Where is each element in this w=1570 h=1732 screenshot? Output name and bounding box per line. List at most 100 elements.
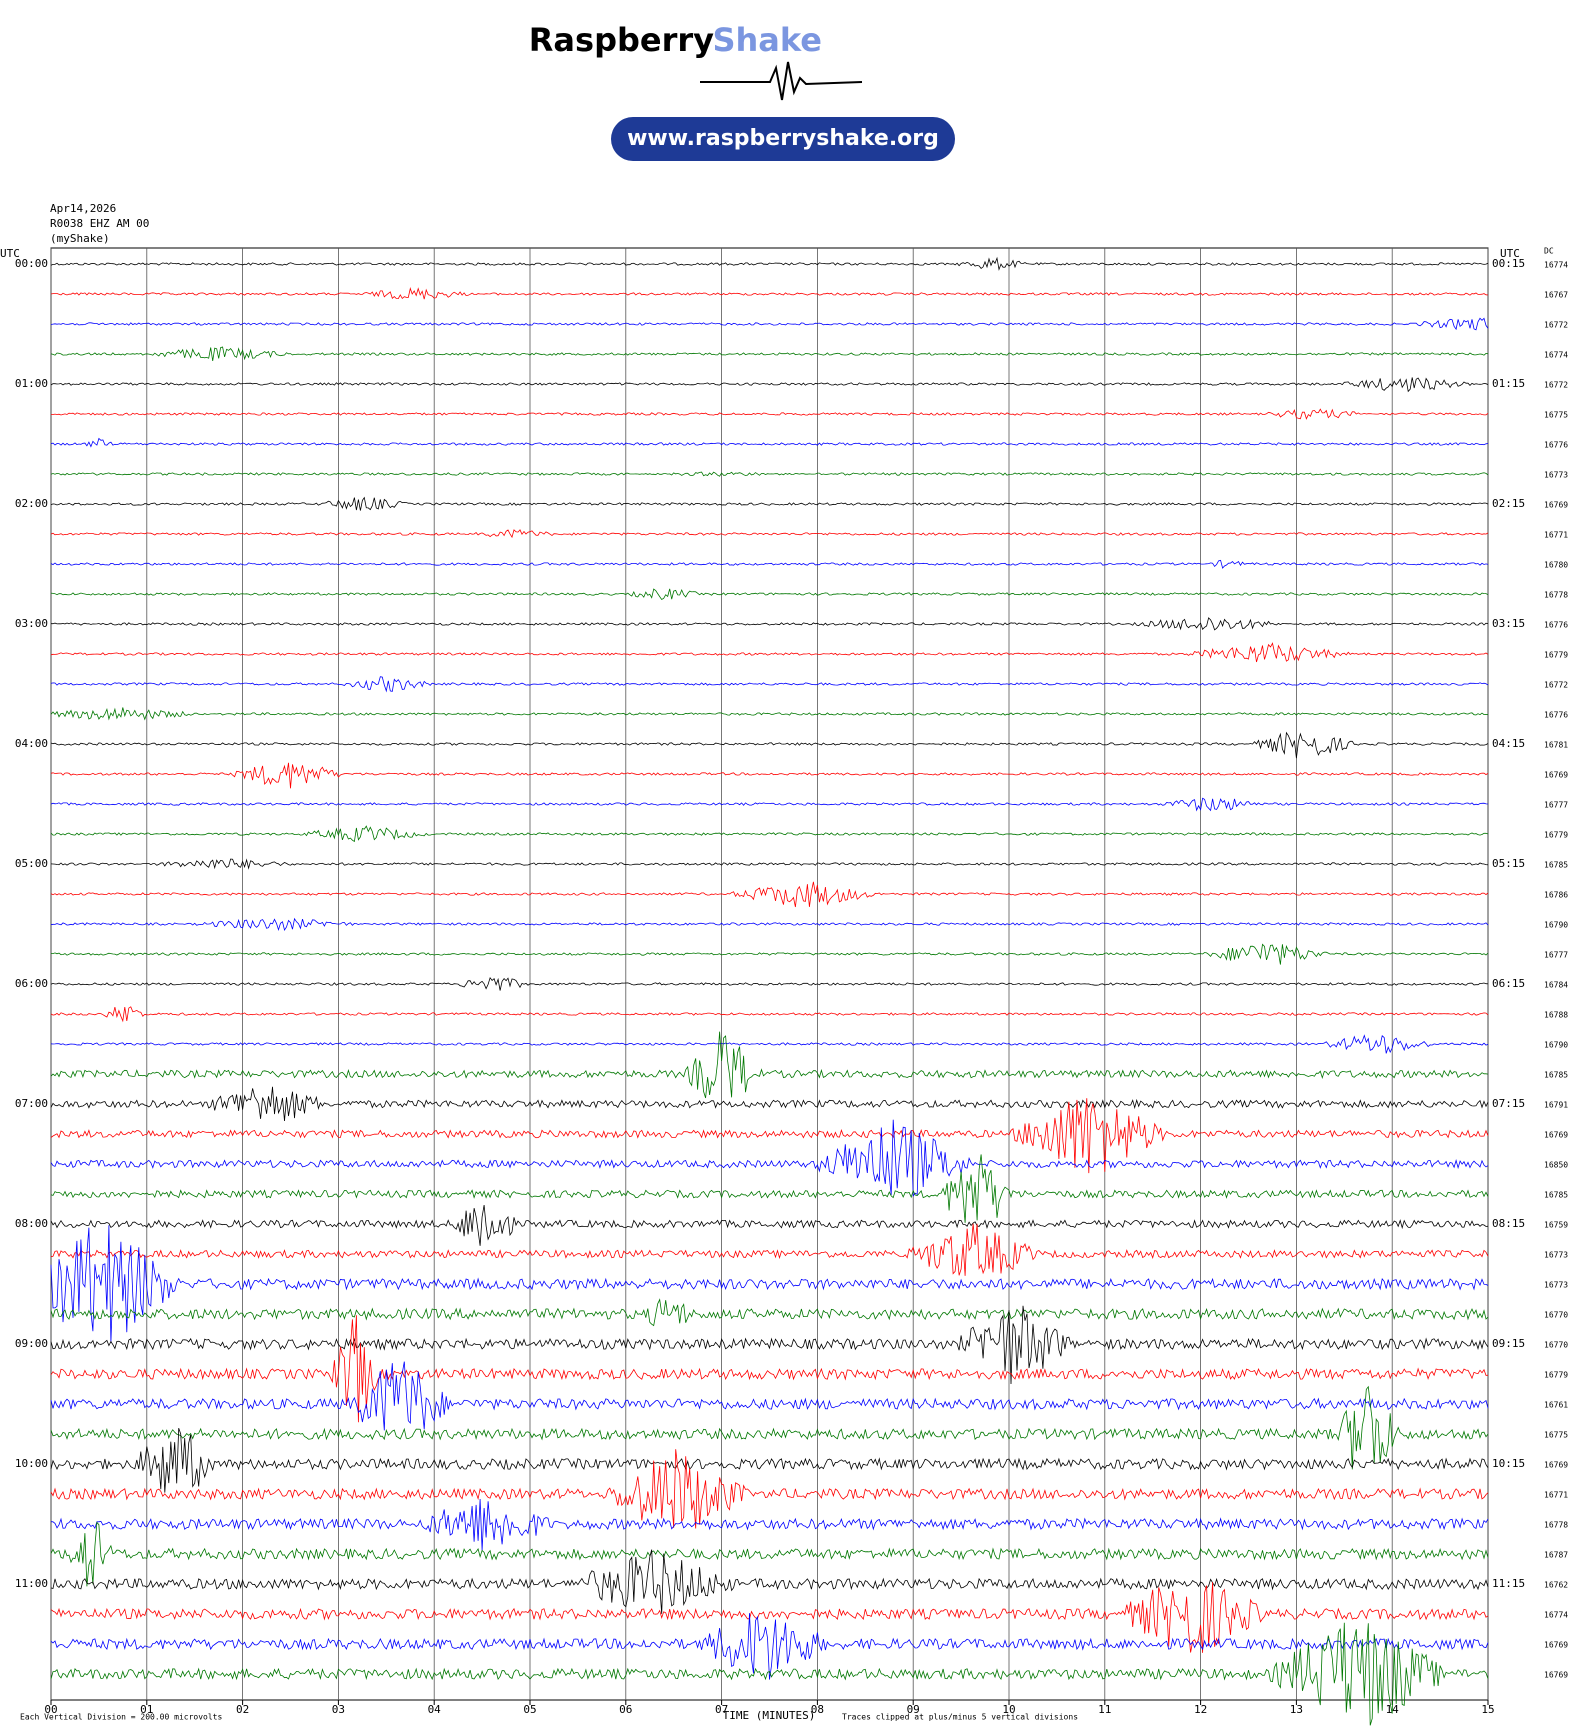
dc-value: 16778 <box>1544 591 1568 600</box>
trace <box>50 529 1489 539</box>
dc-value: 16773 <box>1544 1281 1568 1290</box>
trace <box>50 917 1489 932</box>
dc-value: 16785 <box>1544 1191 1568 1200</box>
dc-value: 16850 <box>1544 1161 1568 1170</box>
trace <box>50 858 1489 870</box>
trace <box>50 496 1489 511</box>
x-tick-label: 05 <box>523 1703 536 1716</box>
dc-value: 16770 <box>1544 1341 1568 1350</box>
trace <box>50 762 1489 789</box>
trace <box>51 617 1489 631</box>
left-time-label: 05:00 <box>15 857 48 870</box>
dc-value: 16774 <box>1544 1611 1568 1620</box>
x-tick-label: 09 <box>907 1703 920 1716</box>
trace <box>50 1031 1489 1099</box>
trace <box>50 1521 1489 1587</box>
trace <box>50 1205 1489 1246</box>
dc-value: 16777 <box>1544 801 1568 810</box>
dc-value: 16784 <box>1544 981 1568 990</box>
left-time-label: 03:00 <box>15 617 48 630</box>
x-tick-label: 03 <box>332 1703 345 1716</box>
dc-value: 16778 <box>1544 1521 1568 1530</box>
dc-value: 16772 <box>1544 321 1568 330</box>
dc-value: 16779 <box>1544 651 1568 660</box>
dc-value: 16780 <box>1544 561 1568 570</box>
left-time-label: 01:00 <box>15 377 48 390</box>
right-time-label: 11:15 <box>1492 1577 1525 1590</box>
dc-value: 16772 <box>1544 681 1568 690</box>
dc-title: DC <box>1544 247 1554 256</box>
dc-value: 16777 <box>1544 951 1568 960</box>
dc-value: 16775 <box>1544 411 1568 420</box>
trace <box>50 1315 1489 1423</box>
trace <box>50 1298 1489 1327</box>
logo-wave <box>700 61 863 101</box>
trace <box>50 1613 1489 1680</box>
x-tick-label: 12 <box>1194 1703 1207 1716</box>
right-time-label: 01:15 <box>1492 377 1525 390</box>
trace <box>50 346 1489 362</box>
trace <box>50 1361 1489 1431</box>
x-tick-label: 02 <box>236 1703 249 1716</box>
dc-value: 16774 <box>1544 261 1568 270</box>
left-time-label: 04:00 <box>15 737 48 750</box>
dc-value: 16771 <box>1544 531 1568 540</box>
dc-value: 16781 <box>1544 741 1568 750</box>
trace <box>50 559 1489 569</box>
right-time-label: 10:15 <box>1492 1457 1525 1470</box>
dc-value: 16776 <box>1544 441 1568 450</box>
dc-value: 16790 <box>1544 1041 1568 1050</box>
trace <box>50 943 1489 965</box>
dc-value: 16769 <box>1544 1671 1568 1680</box>
right-time-label: 09:15 <box>1492 1337 1525 1350</box>
dc-value: 16761 <box>1544 1401 1568 1410</box>
trace <box>50 1119 1489 1198</box>
trace <box>50 1006 1489 1023</box>
scale-note: Each Vertical Division = 200.00 microvol… <box>20 1713 222 1722</box>
trace <box>51 408 1489 420</box>
trace <box>50 707 1489 721</box>
station: R0038 EHZ AM 00 <box>50 217 149 230</box>
trace <box>50 731 1489 759</box>
left-time-label: 02:00 <box>15 497 48 510</box>
x-axis-title: TIME (MINUTES) <box>723 1709 816 1722</box>
dc-value: 16787 <box>1544 1551 1568 1560</box>
trace <box>50 676 1489 693</box>
dc-value: 16779 <box>1544 831 1568 840</box>
trace <box>50 1582 1489 1653</box>
right-time-label: 00:15 <box>1492 257 1525 270</box>
x-tick-label: 15 <box>1481 1703 1494 1716</box>
dc-value: 16790 <box>1544 921 1568 930</box>
right-time-label: 06:15 <box>1492 977 1525 990</box>
brand: Raspberry <box>529 21 714 59</box>
trace <box>50 881 1489 908</box>
dc-value: 16769 <box>1544 1131 1568 1140</box>
right-axis-title: UTC <box>1500 247 1520 260</box>
dc-value: 16775 <box>1544 1431 1568 1440</box>
left-time-label: 07:00 <box>15 1097 48 1110</box>
dc-value: 16769 <box>1544 771 1568 780</box>
clip-note: Traces clipped at plus/minus 5 vertical … <box>842 1713 1078 1722</box>
trace <box>50 1154 1489 1223</box>
x-tick-label: 00 <box>44 1703 57 1716</box>
dc-value: 16774 <box>1544 351 1568 360</box>
left-axis-title: UTC <box>0 247 20 260</box>
dc-value: 16770 <box>1544 1311 1568 1320</box>
left-time-label: 08:00 <box>15 1217 48 1230</box>
left-time-label: 00:00 <box>15 257 48 270</box>
trace <box>50 1549 1489 1614</box>
right-time-label: 03:15 <box>1492 617 1525 630</box>
url: www.raspberryshake.org <box>627 126 939 151</box>
dc-value: 16776 <box>1544 711 1568 720</box>
dc-value: 16785 <box>1544 861 1568 870</box>
dc-value: 16773 <box>1544 1251 1568 1260</box>
trace <box>50 1034 1489 1054</box>
x-tick-label: 04 <box>428 1703 442 1716</box>
dc-value: 16769 <box>1544 1641 1568 1650</box>
x-tick-label: 07 <box>715 1703 728 1716</box>
trace <box>50 1622 1489 1726</box>
dc-value: 16786 <box>1544 891 1568 900</box>
x-tick-label: 01 <box>140 1703 153 1716</box>
trace <box>50 1427 1489 1493</box>
